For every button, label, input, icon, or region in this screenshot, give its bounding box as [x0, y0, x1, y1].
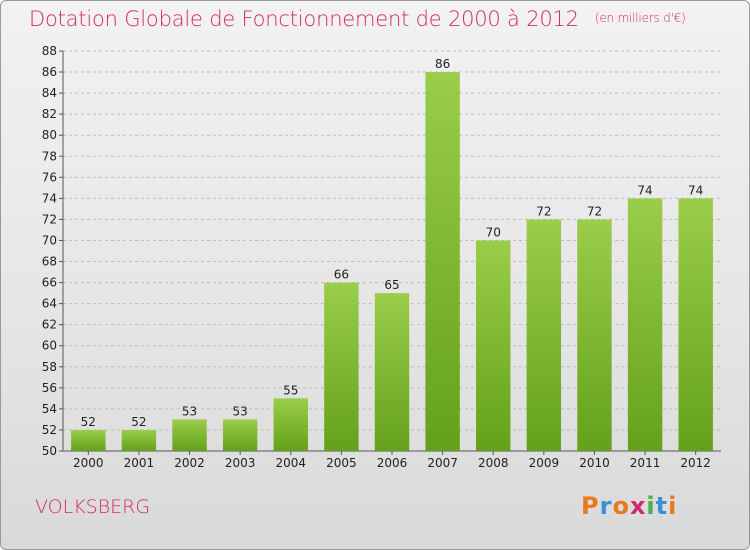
x-tick-label-2012: 2012	[680, 456, 711, 470]
value-label-2003: 53	[233, 404, 248, 418]
y-tick-label: 72	[42, 212, 57, 226]
x-tick-label-2010: 2010	[579, 456, 610, 470]
y-tick-label: 56	[42, 381, 57, 395]
y-tick-label: 58	[42, 360, 57, 374]
y-tick-label: 78	[42, 149, 57, 163]
y-tick-label: 84	[42, 86, 57, 100]
value-label-2000: 52	[81, 415, 96, 429]
bar-2001	[121, 429, 157, 451]
bar-2008	[476, 240, 511, 451]
y-tick-label: 80	[42, 128, 57, 142]
x-tick-label-2002: 2002	[174, 456, 205, 470]
x-tick-label-2005: 2005	[326, 456, 357, 470]
bar-2005	[324, 282, 359, 451]
x-tick-label-2011: 2011	[630, 456, 661, 470]
y-tick-label: 60	[42, 339, 57, 353]
y-tick-label: 52	[42, 423, 57, 437]
logo-letter: o	[612, 492, 630, 520]
logo-letter: t	[655, 492, 669, 520]
bar-2012	[678, 198, 713, 451]
bar-2011	[627, 198, 663, 451]
logo-letter: i	[646, 492, 656, 520]
y-tick-label: 74	[42, 191, 57, 205]
value-label-2007: 86	[435, 57, 450, 71]
y-tick-label: 62	[42, 318, 57, 332]
x-tick-label-2000: 2000	[73, 456, 104, 470]
y-tick-label: 68	[42, 255, 57, 269]
logo-letter: P	[581, 492, 600, 520]
logo-letter: x	[629, 492, 647, 520]
bars-layer	[71, 72, 713, 451]
x-tick-label-2003: 2003	[225, 456, 256, 470]
chart-subtitle: (en milliers d'€)	[594, 11, 686, 25]
value-label-2009: 72	[536, 204, 551, 218]
chart-title-text: Dotation Globale de Fonctionnement de 20…	[29, 7, 579, 31]
bar-2010	[577, 219, 612, 451]
bar-2004	[273, 398, 308, 451]
value-label-2002: 53	[182, 404, 197, 418]
x-tick-label-2008: 2008	[478, 456, 509, 470]
value-label-2004: 55	[283, 383, 298, 397]
y-tick-label: 66	[42, 276, 57, 290]
proxiti-logo: Proxiti	[581, 492, 677, 520]
value-label-2011: 74	[637, 183, 652, 197]
value-label-2005: 66	[334, 268, 349, 282]
bar-2007	[425, 72, 460, 451]
bar-2006	[374, 293, 410, 451]
y-tick-label: 70	[42, 233, 57, 247]
bar-2000	[71, 429, 106, 451]
y-tick-label: 82	[42, 107, 57, 121]
y-tick-label: 50	[42, 444, 57, 458]
x-tick-label-2001: 2001	[124, 456, 155, 470]
x-tick-label-2004: 2004	[275, 456, 306, 470]
value-label-2001: 52	[131, 415, 146, 429]
value-label-2010: 72	[587, 204, 602, 218]
chart-title: Dotation Globale de Fonctionnement de 20…	[29, 7, 686, 31]
y-tick-label: 54	[42, 402, 57, 416]
y-tick-label: 88	[42, 44, 57, 58]
y-tick-label: 64	[42, 297, 57, 311]
y-tick-label: 76	[42, 170, 57, 184]
x-tick-label-2007: 2007	[427, 456, 458, 470]
bar-2002	[172, 419, 207, 451]
x-tick-label-2006: 2006	[377, 456, 408, 470]
value-label-2008: 70	[486, 225, 501, 239]
logo-letter: i	[668, 492, 678, 520]
labels-layer: 50 52 54 56 58 60 62 64 66 68 70 72 74 76 78 80 82 84 86 88…	[42, 44, 711, 470]
y-tick-label: 86	[42, 65, 57, 79]
value-label-2012: 74	[688, 183, 703, 197]
bar-2003	[222, 419, 258, 451]
bar-2009	[526, 219, 562, 451]
value-label-2006: 65	[384, 278, 399, 292]
commune-name: VOLKSBERG	[35, 496, 151, 518]
logo-letter: r	[599, 492, 613, 520]
x-tick-label-2009: 2009	[529, 456, 560, 470]
